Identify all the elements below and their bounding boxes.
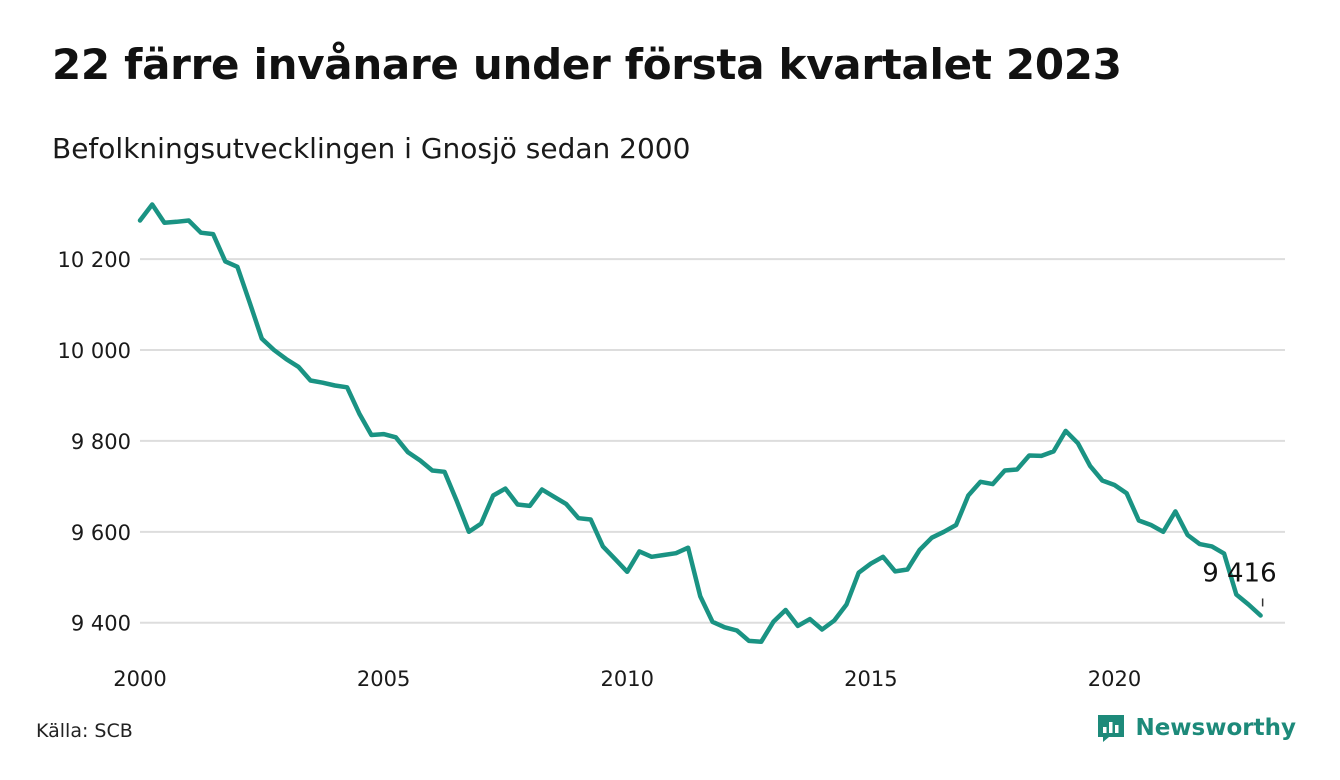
brand-name: Newsworthy [1135,715,1296,741]
series-layer [137,202,1263,645]
y-axis-ticks: 9 400 9 600 9 800 10 000 10 200 [58,248,131,636]
y-tick-label: 9 600 [71,521,131,545]
x-tick-label: 2000 [113,667,166,691]
y-tick-label: 9 400 [71,612,131,636]
x-tick-label: 2005 [357,667,410,691]
annotation-layer: 9 416 [1202,558,1277,607]
y-tick-label: 10 200 [58,248,131,272]
x-tick-label: 2010 [601,667,654,691]
y-tick-label: 9 800 [71,430,131,454]
chart-title: 22 färre invånare under första kvartalet… [52,40,1122,89]
population-line [137,202,1263,645]
last-value-label: 9 416 [1202,558,1276,588]
source-note: Källa: SCB [36,720,133,742]
x-tick-label: 2015 [844,667,897,691]
newsworthy-logo-icon [1098,715,1125,742]
y-tick-label: 10 000 [58,339,131,363]
brand-logo[interactable]: Newsworthy [1095,712,1296,744]
chart-subtitle: Befolkningsutvecklingen i Gnosjö sedan 2… [52,132,691,165]
x-axis-ticks: 2000 2005 2010 2015 2020 [113,667,1141,691]
x-tick-label: 2020 [1088,667,1141,691]
gridlines [140,258,1285,624]
